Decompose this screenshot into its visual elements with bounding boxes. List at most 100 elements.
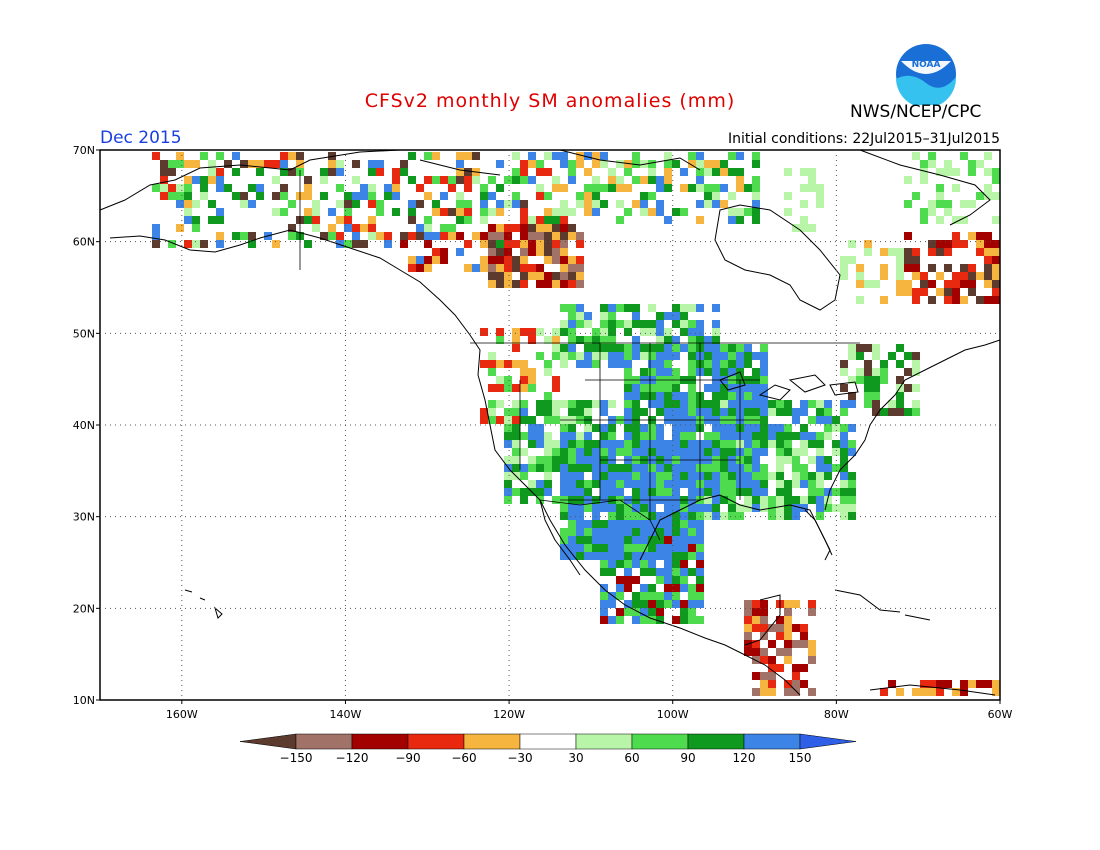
anomaly-cell — [784, 424, 792, 432]
anomaly-cell — [624, 520, 632, 528]
anomaly-cell — [728, 192, 736, 200]
anomaly-cell — [696, 512, 704, 520]
anomaly-cell — [752, 600, 760, 608]
anomaly-cell — [920, 176, 928, 184]
anomaly-cell — [248, 200, 256, 208]
colorbar-label: 120 — [733, 751, 756, 765]
anomaly-cell — [528, 440, 536, 448]
anomaly-cell — [816, 432, 824, 440]
anomaly-cell — [592, 208, 600, 216]
anomaly-cell — [624, 304, 632, 312]
anomaly-cell — [584, 344, 592, 352]
anomaly-cell — [648, 208, 656, 216]
anomaly-cell — [752, 200, 760, 208]
anomaly-cell — [744, 624, 752, 632]
anomaly-cell — [208, 200, 216, 208]
anomaly-cell — [608, 592, 616, 600]
anomaly-cell — [656, 592, 664, 600]
anomaly-cell — [944, 280, 952, 288]
anomaly-cell — [216, 232, 224, 240]
anomaly-cell — [784, 624, 792, 632]
anomaly-cell — [568, 280, 576, 288]
anomaly-cell — [624, 368, 632, 376]
anomaly-cell — [872, 368, 880, 376]
anomaly-cell — [544, 256, 552, 264]
anomaly-cell — [664, 576, 672, 584]
colorbar-box — [631, 733, 689, 750]
anomaly-cell — [488, 224, 496, 232]
anomaly-cell — [296, 152, 304, 160]
anomaly-cell — [776, 480, 784, 488]
anomaly-cell — [920, 280, 928, 288]
anomaly-cell — [664, 528, 672, 536]
anomaly-cell — [352, 160, 360, 168]
anomaly-cell — [704, 480, 712, 488]
anomaly-cell — [744, 392, 752, 400]
anomaly-cell — [768, 656, 776, 664]
anomaly-cell — [640, 464, 648, 472]
anomaly-cell — [680, 520, 688, 528]
anomaly-cell — [576, 536, 584, 544]
anomaly-cell — [544, 224, 552, 232]
anomaly-cell — [464, 264, 472, 272]
anomaly-cell — [672, 400, 680, 408]
anomaly-cell — [656, 512, 664, 520]
anomaly-cell — [728, 504, 736, 512]
anomaly-cell — [640, 608, 648, 616]
anomaly-cell — [680, 568, 688, 576]
anomaly-cell — [816, 416, 824, 424]
anomaly-cell — [976, 240, 984, 248]
anomaly-cell — [840, 264, 848, 272]
anomaly-cell — [664, 176, 672, 184]
anomaly-cell — [800, 496, 808, 504]
anomaly-cell — [824, 456, 832, 464]
anomaly-cell — [736, 504, 744, 512]
anomaly-cell — [776, 432, 784, 440]
anomaly-cell — [776, 664, 784, 672]
anomaly-cell — [992, 296, 1000, 304]
anomaly-cell — [416, 184, 424, 192]
anomaly-cell — [648, 320, 656, 328]
anomaly-cell — [168, 240, 176, 248]
anomaly-cell — [856, 272, 864, 280]
anomaly-cell — [960, 272, 968, 280]
anomaly-cell — [720, 352, 728, 360]
anomaly-cell — [640, 208, 648, 216]
anomaly-cell — [552, 256, 560, 264]
anomaly-cell — [312, 200, 320, 208]
anomaly-cell — [280, 208, 288, 216]
anomaly-cell — [416, 264, 424, 272]
anomaly-cell — [680, 184, 688, 192]
anomaly-cell — [680, 464, 688, 472]
anomaly-cell — [320, 192, 328, 200]
anomaly-cell — [608, 536, 616, 544]
anomaly-cell — [176, 200, 184, 208]
anomaly-cell — [344, 200, 352, 208]
anomaly-cell — [656, 176, 664, 184]
anomaly-cell — [816, 192, 824, 200]
anomaly-cell — [624, 448, 632, 456]
anomaly-cell — [344, 216, 352, 224]
anomaly-cell — [512, 264, 520, 272]
anomaly-cell — [680, 528, 688, 536]
anomaly-cell — [880, 368, 888, 376]
anomaly-cell — [688, 544, 696, 552]
anomaly-cell — [544, 408, 552, 416]
anomaly-cell — [920, 168, 928, 176]
anomaly-cell — [648, 344, 656, 352]
anomaly-cell — [576, 512, 584, 520]
anomaly-cell — [960, 280, 968, 288]
anomaly-cell — [560, 304, 568, 312]
anomaly-cell — [416, 224, 424, 232]
anomaly-cell — [608, 328, 616, 336]
anomaly-cell — [488, 256, 496, 264]
anomaly-cell — [912, 408, 920, 416]
anomaly-cell — [816, 488, 824, 496]
anomaly-cell — [744, 608, 752, 616]
anomaly-cell — [784, 632, 792, 640]
anomaly-cell — [600, 336, 608, 344]
anomaly-cell — [328, 160, 336, 168]
anomaly-cell — [696, 152, 704, 160]
anomaly-cell — [632, 432, 640, 440]
anomaly-cell — [752, 648, 760, 656]
